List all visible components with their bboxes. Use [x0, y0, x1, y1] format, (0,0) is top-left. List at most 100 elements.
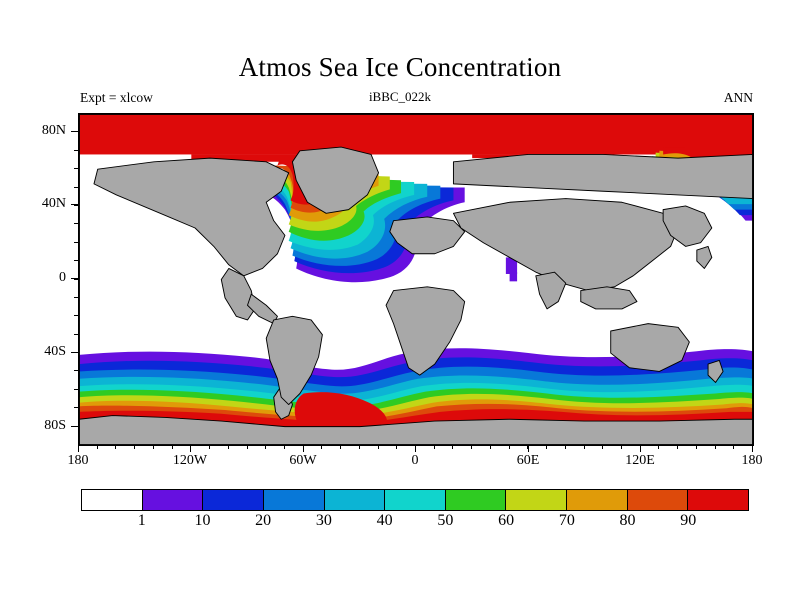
ytick-label: 80S: [44, 418, 66, 433]
xtick-minor: [434, 445, 435, 449]
land-masses: [79, 146, 753, 445]
xtick-minor: [509, 445, 510, 449]
page-title: Atmos Sea Ice Concentration: [238, 52, 562, 82]
colorbar-tick-label: 1: [137, 512, 146, 529]
xtick-minor: [172, 445, 173, 449]
colorbar-tick-label: 30: [315, 512, 332, 529]
colorbar-swatch: [688, 490, 749, 510]
xtick-minor: [677, 445, 678, 449]
colorbar-swatch: [263, 490, 325, 510]
ytick-label: 80N: [41, 123, 66, 138]
xtick-minor: [490, 445, 491, 449]
ytick-label: 0: [59, 270, 66, 285]
ytick-minor: [74, 334, 79, 335]
xtick-major: [528, 445, 529, 452]
colorbar-tick-label: 10: [194, 512, 211, 529]
xtick-minor: [471, 445, 472, 449]
xtick-minor: [546, 445, 547, 449]
ytick-minor: [74, 260, 79, 261]
colorbar-swatch: [506, 490, 568, 510]
ytick-label: 40N: [41, 196, 66, 211]
ytick-major: [71, 204, 79, 205]
xtick-minor: [190, 445, 191, 449]
map-plot-area: [78, 113, 754, 446]
ytick-minor: [74, 131, 79, 132]
colorbar-tick-label: 40: [376, 512, 393, 529]
world-sea-ice-map: [79, 114, 753, 445]
colorbar-swatch: [82, 490, 143, 510]
xtick-minor: [209, 445, 210, 449]
xtick-major: [78, 445, 79, 452]
xtick-label: 60E: [516, 453, 540, 468]
ytick-major: [71, 278, 79, 279]
xtick-label: 180: [67, 453, 89, 468]
colorbar-swatch: [567, 490, 628, 510]
xtick-minor: [303, 445, 304, 449]
xtick-label: 120W: [172, 453, 208, 468]
colorbar-swatch: [445, 490, 507, 510]
ytick-minor: [74, 370, 79, 371]
experiment-label: Expt = xlcow: [80, 90, 153, 105]
period-label: ANN: [723, 90, 753, 105]
colorbar-swatch: [627, 490, 689, 510]
colorbar-tick-label: 70: [558, 512, 575, 529]
xtick-minor: [134, 445, 135, 449]
colorbar-tick-label: 50: [437, 512, 454, 529]
xtick-minor: [565, 445, 566, 449]
xtick-major: [752, 445, 753, 452]
xtick-minor: [228, 445, 229, 449]
xtick-minor: [621, 445, 622, 449]
colorbar-tick-label: 90: [680, 512, 697, 529]
ytick-minor: [74, 150, 79, 151]
xtick-minor: [340, 445, 341, 449]
xtick-label: 0: [411, 453, 419, 468]
ytick-minor: [74, 297, 79, 298]
xtick-minor: [527, 445, 528, 449]
xtick-minor: [153, 445, 154, 449]
ytick-minor: [74, 407, 79, 408]
caspian-ice-patch: [505, 257, 518, 274]
xtick-minor: [452, 445, 453, 449]
ytick-minor: [74, 426, 79, 427]
xtick-minor: [321, 445, 322, 449]
colorbar-tick-label: 60: [498, 512, 515, 529]
colorbar: [81, 489, 749, 511]
colorbar-swatch: [142, 490, 204, 510]
ytick-minor: [74, 389, 79, 390]
xtick-minor: [396, 445, 397, 449]
xtick-minor: [378, 445, 379, 449]
xtick-minor: [602, 445, 603, 449]
xtick-label: 120E: [625, 453, 655, 468]
xtick-label: 180: [741, 453, 763, 468]
xtick-minor: [715, 445, 716, 449]
xtick-minor: [359, 445, 360, 449]
ytick-minor: [74, 205, 79, 206]
xtick-minor: [658, 445, 659, 449]
xtick-minor: [265, 445, 266, 449]
ytick-minor: [74, 187, 79, 188]
ytick-minor: [74, 279, 79, 280]
colorbar-swatch: [324, 490, 386, 510]
xtick-minor: [97, 445, 98, 449]
ytick-minor: [74, 223, 79, 224]
xtick-minor: [696, 445, 697, 449]
xtick-minor: [247, 445, 248, 449]
ytick-label: 40S: [44, 344, 66, 359]
xtick-minor: [733, 445, 734, 449]
ytick-minor: [74, 315, 79, 316]
xtick-label: 60W: [289, 453, 317, 468]
xtick-minor: [640, 445, 641, 449]
ytick-minor: [74, 242, 79, 243]
ytick-minor: [74, 168, 79, 169]
colorbar-swatch: [385, 490, 446, 510]
case-id-label: iBBC_022k: [368, 89, 432, 104]
xtick-minor: [115, 445, 116, 449]
ytick-minor: [74, 352, 79, 353]
colorbar-tick-label: 20: [255, 512, 272, 529]
xtick-minor: [415, 445, 416, 449]
xtick-minor: [584, 445, 585, 449]
colorbar-swatch: [203, 490, 264, 510]
colorbar-tick-label: 80: [619, 512, 636, 529]
xtick-minor: [284, 445, 285, 449]
